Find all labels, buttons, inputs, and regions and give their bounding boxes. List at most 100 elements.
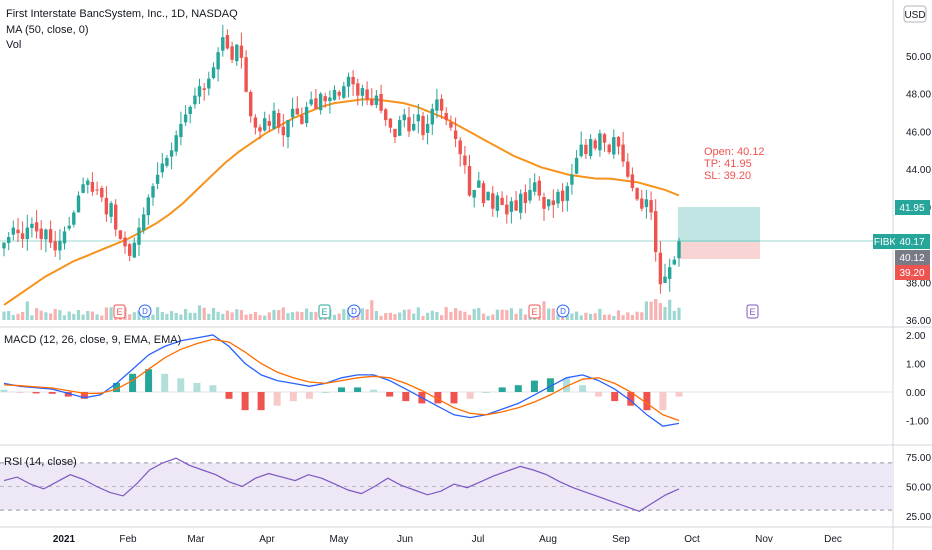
volume-bar <box>500 309 504 320</box>
volume-bar <box>421 315 425 320</box>
time-tick-label: Nov <box>755 534 773 545</box>
candle-body <box>104 197 109 215</box>
candle-body <box>509 201 514 212</box>
volume-bar <box>579 315 583 320</box>
time-tick-label: May <box>330 534 349 545</box>
volume-bar <box>556 314 560 320</box>
currency-box[interactable] <box>903 5 927 23</box>
candle-body <box>514 200 518 211</box>
stop-loss-zone[interactable] <box>678 242 760 259</box>
volume-bar <box>253 311 257 320</box>
event-marker-earnings-1[interactable]: E <box>113 304 126 319</box>
volume-bar <box>523 314 527 320</box>
candle-body <box>286 120 290 138</box>
candle-body <box>547 199 551 207</box>
volume-bar <box>602 314 607 320</box>
trade-open-text: Open: 40.12 <box>704 146 765 158</box>
volume-bar <box>342 309 346 320</box>
event-marker-earnings-upcoming[interactable]: E <box>746 304 759 319</box>
candle-body <box>491 193 495 209</box>
volume-bar <box>104 307 108 320</box>
event-marker-dividend-3[interactable]: D <box>556 304 570 318</box>
macd-histogram-bar <box>611 392 619 402</box>
volume-bar <box>184 309 188 320</box>
macd-histogram-bar <box>530 380 538 392</box>
event-marker-earnings-2[interactable]: E <box>318 304 331 319</box>
candle-body <box>193 95 197 105</box>
volume-bar <box>211 308 216 320</box>
macd-histogram-bar <box>450 392 458 404</box>
candle-body <box>174 135 178 152</box>
volume-bar <box>21 312 25 320</box>
macd-tick-label: 0.00 <box>906 388 926 399</box>
volume-bar <box>128 314 132 320</box>
time-tick-label: Mar <box>187 534 205 545</box>
volume-bar <box>49 313 53 320</box>
candle-body <box>500 197 504 205</box>
candle-body <box>402 114 406 121</box>
volume-bar <box>314 312 318 320</box>
volume-bar <box>67 311 71 320</box>
candle-body <box>7 237 11 243</box>
open-price-tag <box>895 250 930 265</box>
candle-body <box>584 144 588 155</box>
candle-body <box>542 197 546 209</box>
volume-bar <box>267 312 271 320</box>
volume-bar <box>249 314 253 320</box>
take-profit-zone[interactable] <box>678 207 760 242</box>
volume-bar <box>640 312 644 320</box>
event-marker-dividend-1[interactable]: D <box>138 304 152 318</box>
candle-body <box>132 242 136 258</box>
candle-body <box>458 140 462 155</box>
macd-line <box>3 334 680 427</box>
ma-legend[interactable]: MA (50, close, 0) <box>6 24 89 36</box>
volume-bar <box>360 308 364 320</box>
macd-legend[interactable]: MACD (12, 26, close, 9, EMA, EMA) <box>4 334 181 346</box>
candle-body <box>86 180 90 185</box>
candle-body <box>100 188 104 198</box>
event-marker-earnings-3[interactable]: E <box>528 304 541 319</box>
volume-bar <box>44 312 48 320</box>
candle-body <box>593 140 597 149</box>
trade-sl-text: SL: 39.20 <box>704 170 751 182</box>
candle-body <box>649 200 653 213</box>
event-marker-dividend-2[interactable]: D <box>347 304 361 318</box>
time-tick-label: Apr <box>259 534 275 545</box>
candle-body <box>44 229 48 240</box>
macd-histogram-bar <box>257 392 265 411</box>
candle-body <box>160 163 164 173</box>
candle-body <box>304 106 309 124</box>
volume-bar <box>295 311 299 320</box>
volume-bar <box>407 309 411 320</box>
candle-body <box>300 115 304 124</box>
vol-legend[interactable]: Vol <box>6 39 21 51</box>
time-tick-label: 2021 <box>53 534 76 545</box>
macd-histogram-bar <box>434 392 442 404</box>
rsi-legend[interactable]: RSI (14, close) <box>4 456 77 468</box>
volume-bar <box>388 312 392 320</box>
candle-body <box>565 186 569 201</box>
candle-body <box>142 214 146 231</box>
volume-bar <box>39 310 43 320</box>
candle-body <box>2 242 6 249</box>
volume-bar <box>305 308 309 320</box>
volume-bar <box>481 313 486 320</box>
volume-bar <box>81 314 85 320</box>
volume-bar <box>132 312 136 320</box>
candle-body <box>58 240 62 251</box>
volume-bar <box>53 309 57 320</box>
candle-body <box>654 211 658 253</box>
candle-body <box>370 99 374 105</box>
volume-bar <box>663 307 667 320</box>
volume-bar <box>495 309 499 320</box>
macd-histogram-bar <box>643 392 651 411</box>
tp-price-value: 41.95 <box>899 203 924 214</box>
candle-body <box>439 98 444 111</box>
candle-body <box>430 108 434 125</box>
candle-body <box>551 200 555 205</box>
candle-body <box>640 198 644 209</box>
volume-bar <box>514 313 518 320</box>
candle-body <box>663 276 667 283</box>
